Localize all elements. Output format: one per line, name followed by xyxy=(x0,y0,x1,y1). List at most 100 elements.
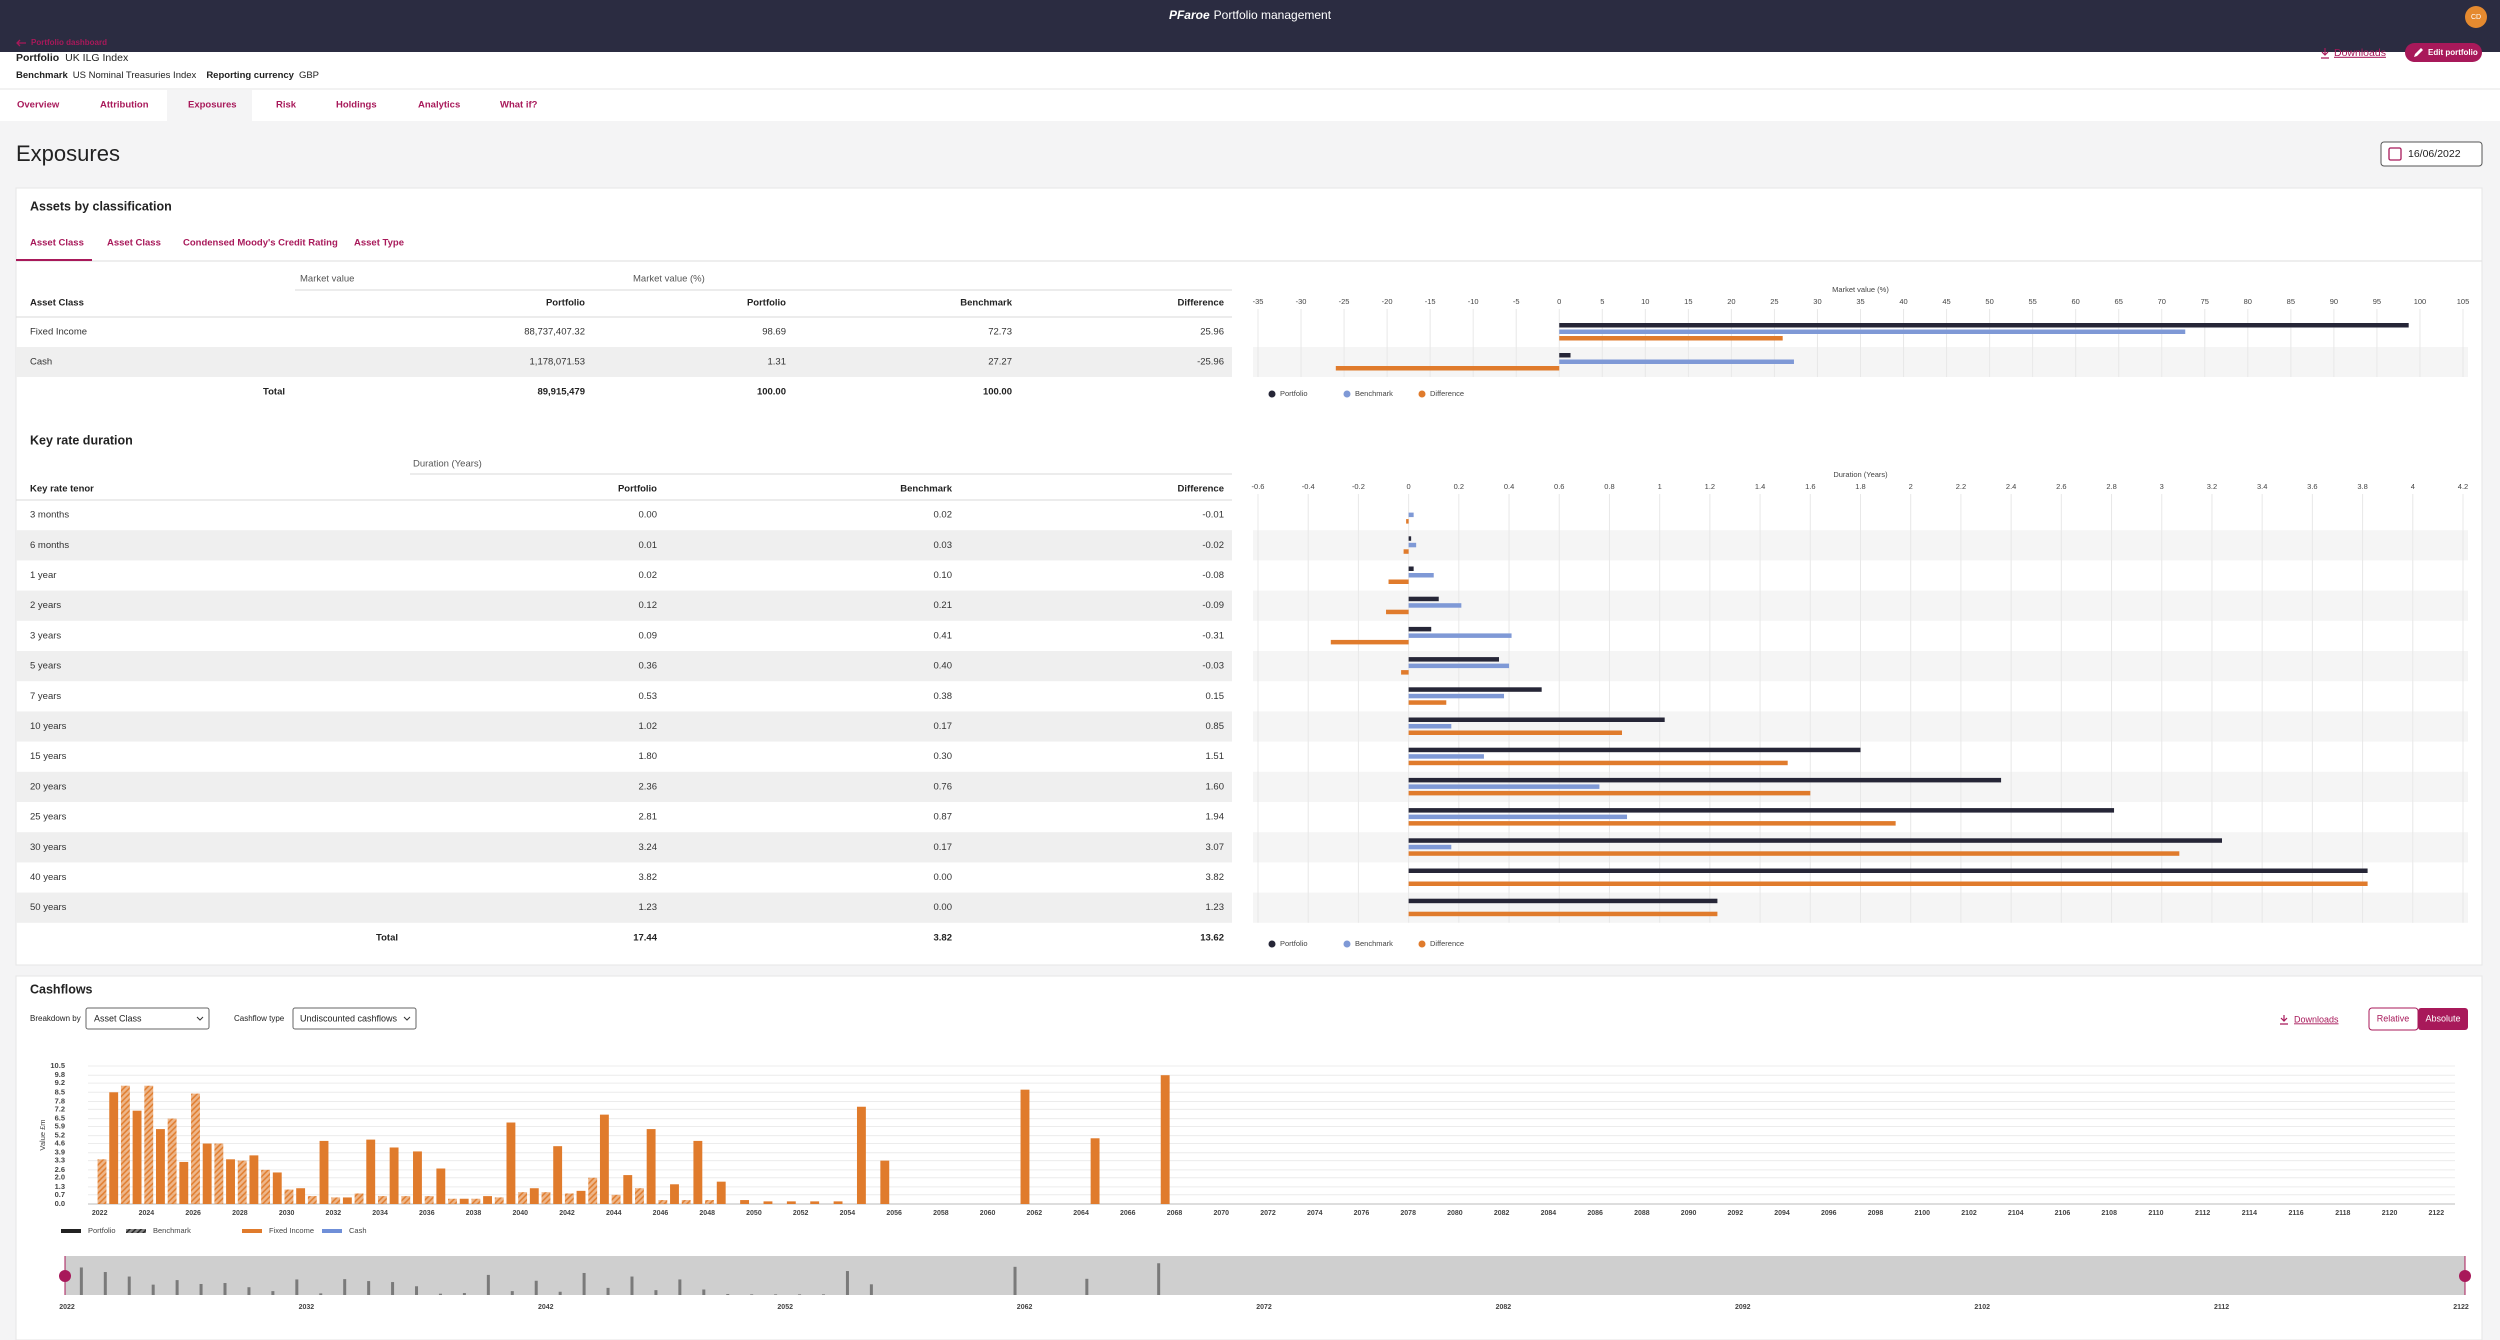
subtab[interactable]: Asset Class xyxy=(107,238,161,249)
header-bg xyxy=(0,52,2500,121)
row-label: 30 years xyxy=(30,842,67,853)
table-cell: 0.30 xyxy=(934,751,953,762)
x-tick-label: 2038 xyxy=(466,1210,482,1217)
bar xyxy=(272,1172,282,1204)
range-handle[interactable] xyxy=(2459,1270,2471,1282)
x-tick-label: 2086 xyxy=(1587,1210,1603,1217)
x-tick-label: 40 xyxy=(1899,297,1907,306)
table-cell: 1.23 xyxy=(639,902,658,913)
tab[interactable]: Attribution xyxy=(100,100,149,111)
x-tick-label: 0 xyxy=(1557,297,1561,306)
downloads-link[interactable]: Downloads xyxy=(2334,47,2386,59)
avatar[interactable] xyxy=(2465,6,2487,28)
cashflows-downloads[interactable]: Downloads xyxy=(2294,1014,2339,1024)
x-tick-label: -0.2 xyxy=(1352,482,1365,491)
subtab[interactable]: Condensed Moody's Credit Rating xyxy=(183,238,338,249)
bar xyxy=(202,1143,212,1204)
legend-swatch xyxy=(242,1229,262,1233)
table-cell: 0.53 xyxy=(639,691,658,702)
tab[interactable]: Analytics xyxy=(418,100,460,111)
x-tick-label: 1.4 xyxy=(1755,482,1765,491)
currency: GBP xyxy=(299,70,319,81)
navigator-bar xyxy=(367,1281,371,1295)
edit-button[interactable] xyxy=(2405,43,2482,62)
x-tick-label: 2.4 xyxy=(2006,482,2016,491)
bar xyxy=(191,1093,200,1204)
breakdown-select[interactable] xyxy=(85,1007,210,1030)
date-picker[interactable] xyxy=(2380,141,2483,167)
navigator-bar xyxy=(726,1294,730,1295)
table-cell: 88,737,407.32 xyxy=(524,327,585,338)
bar xyxy=(1408,747,1861,753)
x-tick-label: 2098 xyxy=(1868,1210,1884,1217)
x-tick-label: 2022 xyxy=(92,1210,108,1217)
bar xyxy=(740,1200,750,1204)
y-tick-label: 7.8 xyxy=(55,1096,65,1105)
legend-swatch xyxy=(126,1229,146,1233)
bar xyxy=(214,1143,224,1204)
x-tick-label: 3.4 xyxy=(2257,482,2267,491)
bar xyxy=(1330,639,1409,645)
bar xyxy=(553,1146,563,1204)
bar xyxy=(1408,784,1600,789)
row-label: 15 years xyxy=(30,751,67,762)
x-tick-label: 2030 xyxy=(279,1210,295,1217)
x-tick-label: 2034 xyxy=(372,1210,388,1217)
table-cell: 0.87 xyxy=(934,812,953,823)
bar xyxy=(1408,838,2222,843)
row-band xyxy=(16,347,1232,377)
legend-marker xyxy=(1343,390,1351,398)
bar xyxy=(1408,760,1788,766)
y-tick-label: 3.3 xyxy=(55,1156,65,1165)
bar xyxy=(1408,687,1542,692)
tab[interactable]: What if? xyxy=(500,100,538,111)
subtab-active[interactable]: Asset Class xyxy=(30,238,84,249)
tab[interactable]: Overview xyxy=(17,100,60,111)
page-title: Exposures xyxy=(16,141,120,166)
tab-active[interactable]: Exposures xyxy=(188,100,237,111)
subtab[interactable]: Asset Type xyxy=(354,238,404,249)
total-cell: 3.82 xyxy=(934,932,953,943)
x-tick-label: 45 xyxy=(1942,297,1950,306)
x-tick-label: 25 xyxy=(1770,297,1778,306)
total-cell: Total xyxy=(376,932,398,943)
bar xyxy=(401,1196,411,1204)
bar xyxy=(284,1189,294,1204)
mode-label: Relative xyxy=(2377,1013,2410,1023)
bar xyxy=(670,1184,679,1204)
y-axis-title: Value £m xyxy=(38,1119,47,1150)
row-label: 40 years xyxy=(30,872,67,883)
back-link[interactable]: Portfolio dashboard xyxy=(31,38,107,47)
x-tick-label: 0.2 xyxy=(1454,482,1464,491)
navigator-tick-label: 2062 xyxy=(1017,1304,1033,1311)
y-tick-label: 4.6 xyxy=(55,1139,65,1148)
bar xyxy=(1408,603,1462,608)
table-cell: 98.69 xyxy=(762,327,786,338)
legend-label: Fixed Income xyxy=(269,1226,314,1235)
navigator-bar xyxy=(606,1287,610,1295)
tab[interactable]: Risk xyxy=(276,100,297,111)
mode-absolute[interactable] xyxy=(2418,1008,2468,1030)
x-tick-label: 20 xyxy=(1727,297,1735,306)
table-cell: 25.96 xyxy=(1200,327,1224,338)
x-tick-label: 2082 xyxy=(1494,1210,1510,1217)
navigator-bar xyxy=(295,1279,299,1295)
bar xyxy=(576,1190,586,1204)
navigator-bar xyxy=(415,1286,419,1295)
navigator-bar xyxy=(1085,1278,1089,1295)
range-handle[interactable] xyxy=(59,1270,71,1282)
table-cell: 3.24 xyxy=(639,842,658,853)
x-tick-label: 55 xyxy=(2028,297,2036,306)
bar xyxy=(494,1197,504,1204)
cashflow-type-select[interactable] xyxy=(292,1007,417,1030)
bar xyxy=(1408,633,1512,638)
bar xyxy=(1401,670,1409,675)
table-cell: -0.01 xyxy=(1202,510,1224,521)
table-cell: 1.02 xyxy=(639,721,658,732)
tab[interactable]: Holdings xyxy=(336,100,377,111)
x-tick-label: 4.2 xyxy=(2458,482,2468,491)
bar xyxy=(1408,777,2002,783)
table-cell: 0.38 xyxy=(934,691,953,702)
row-band xyxy=(16,711,1232,742)
navigator-tick-label: 2122 xyxy=(2453,1304,2469,1311)
